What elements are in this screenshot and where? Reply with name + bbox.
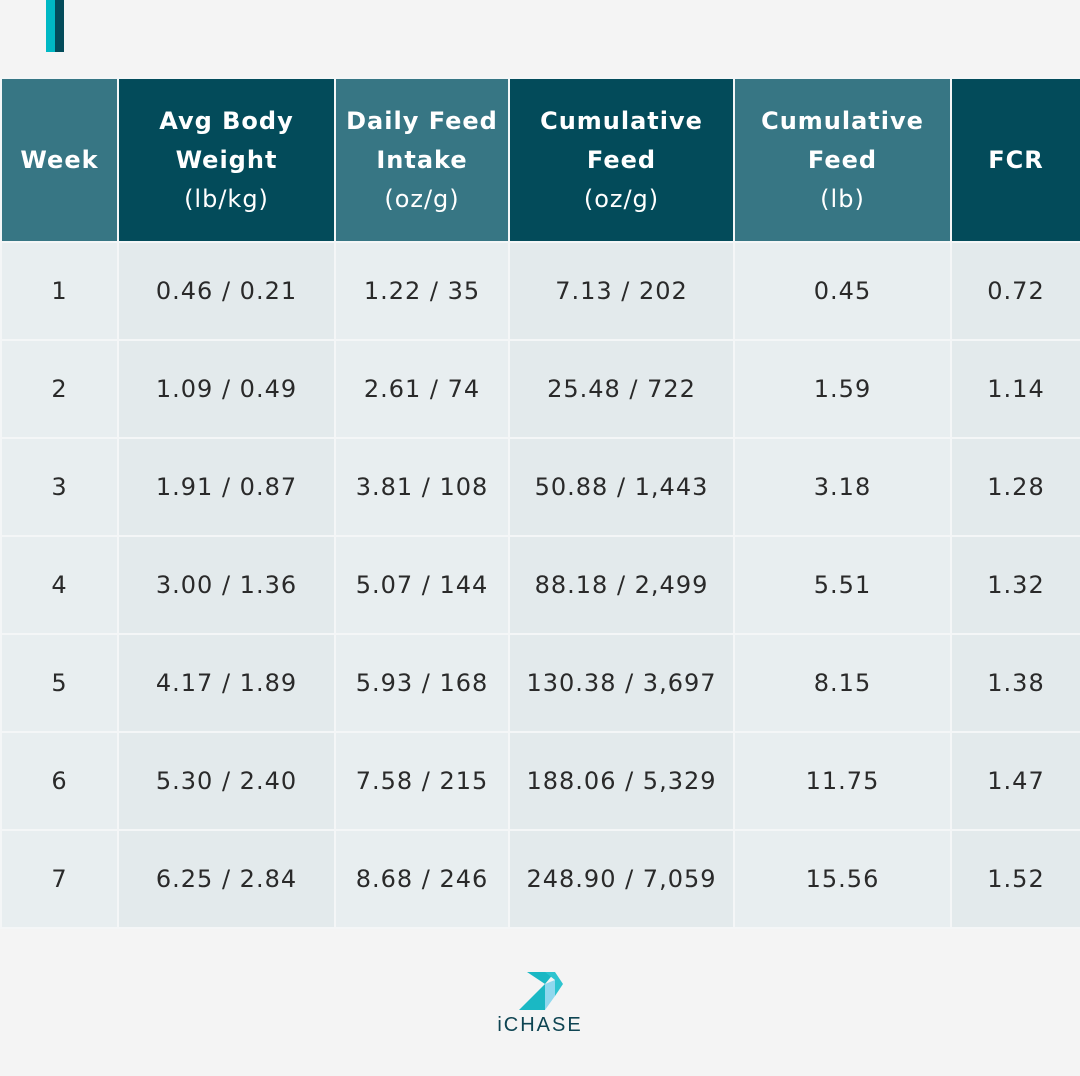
cell-avg-body-weight: 0.46 / 0.21: [117, 241, 336, 341]
cell-week: 7: [0, 829, 119, 929]
cell-daily-feed: 1.22 / 35: [334, 241, 510, 341]
table-row: 3 1.91 / 0.87 3.81 / 108 50.88 / 1,443 3.18 1…: [0, 437, 1080, 537]
cell-fcr: 1.52: [950, 829, 1080, 929]
cell-cumulative-feed-ozg: 50.88 / 1,443: [508, 437, 735, 537]
cell-fcr: 0.72: [950, 241, 1080, 341]
cell-cumulative-feed-ozg: 248.90 / 7,059: [508, 829, 735, 929]
table-row: 6 5.30 / 2.40 7.58 / 215 188.06 / 5,329 11.7…: [0, 731, 1080, 831]
cell-cumulative-feed-ozg: 188.06 / 5,329: [508, 731, 735, 831]
cell-cumulative-feed-lb: 5.51: [733, 535, 952, 635]
header-fcr: FCR: [950, 77, 1080, 243]
header-row: Week Avg Body Weight (lb/kg) Daily Feed I…: [0, 77, 1080, 243]
cell-daily-feed: 2.61 / 74: [334, 339, 510, 439]
cell-daily-feed: 5.07 / 144: [334, 535, 510, 635]
table-row: 4 3.00 / 1.36 5.07 / 144 88.18 / 2,499 5.51 1…: [0, 535, 1080, 635]
cell-daily-feed: 3.81 / 108: [334, 437, 510, 537]
cell-fcr: 1.32: [950, 535, 1080, 635]
header-cumulative-feed-ozg: Cumulative Feed (oz/g): [508, 77, 735, 243]
cell-avg-body-weight: 1.09 / 0.49: [117, 339, 336, 439]
table-row: 7 6.25 / 2.84 8.68 / 246 248.90 / 7,059 15.5…: [0, 829, 1080, 929]
table-row: 5 4.17 / 1.89 5.93 / 168 130.38 / 3,697 8.15…: [0, 633, 1080, 733]
cell-cumulative-feed-lb: 11.75: [733, 731, 952, 831]
cell-week: 1: [0, 241, 119, 341]
header-cumulative-feed-lb: Cumulative Feed (lb): [733, 77, 952, 243]
cell-fcr: 1.28: [950, 437, 1080, 537]
cell-fcr: 1.47: [950, 731, 1080, 831]
cell-avg-body-weight: 6.25 / 2.84: [117, 829, 336, 929]
cell-fcr: 1.38: [950, 633, 1080, 733]
cell-cumulative-feed-lb: 1.59: [733, 339, 952, 439]
cell-daily-feed: 7.58 / 215: [334, 731, 510, 831]
cell-cumulative-feed-lb: 3.18: [733, 437, 952, 537]
cell-cumulative-feed-ozg: 130.38 / 3,697: [508, 633, 735, 733]
feed-table: Week Avg Body Weight (lb/kg) Daily Feed I…: [0, 77, 1080, 929]
table-row: 2 1.09 / 0.49 2.61 / 74 25.48 / 722 1.59 1.14: [0, 339, 1080, 439]
cell-avg-body-weight: 3.00 / 1.36: [117, 535, 336, 635]
cell-cumulative-feed-ozg: 7.13 / 202: [508, 241, 735, 341]
header-daily-feed-intake: Daily Feed Intake (oz/g): [334, 77, 510, 243]
cell-week: 3: [0, 437, 119, 537]
cell-daily-feed: 8.68 / 246: [334, 829, 510, 929]
cell-avg-body-weight: 4.17 / 1.89: [117, 633, 336, 733]
cell-cumulative-feed-ozg: 25.48 / 722: [508, 339, 735, 439]
cell-week: 5: [0, 633, 119, 733]
cell-cumulative-feed-ozg: 88.18 / 2,499: [508, 535, 735, 635]
cell-daily-feed: 5.93 / 168: [334, 633, 510, 733]
header-week: Week: [0, 77, 119, 243]
cell-avg-body-weight: 1.91 / 0.87: [117, 437, 336, 537]
brand-logo: iCHASE: [488, 972, 592, 1037]
cell-cumulative-feed-lb: 0.45: [733, 241, 952, 341]
cell-fcr: 1.14: [950, 339, 1080, 439]
cell-avg-body-weight: 5.30 / 2.40: [117, 731, 336, 831]
cell-week: 6: [0, 731, 119, 831]
cell-cumulative-feed-lb: 15.56: [733, 829, 952, 929]
cell-week: 4: [0, 535, 119, 635]
ichase-logo-icon: [519, 972, 563, 1010]
header-avg-body-weight: Avg Body Weight (lb/kg): [117, 77, 336, 243]
table-row: 1 0.46 / 0.21 1.22 / 35 7.13 / 202 0.45 0.72: [0, 241, 1080, 341]
brand-name: iCHASE: [497, 1014, 583, 1036]
cell-week: 2: [0, 339, 119, 439]
accent-bar: [46, 0, 64, 52]
cell-cumulative-feed-lb: 8.15: [733, 633, 952, 733]
